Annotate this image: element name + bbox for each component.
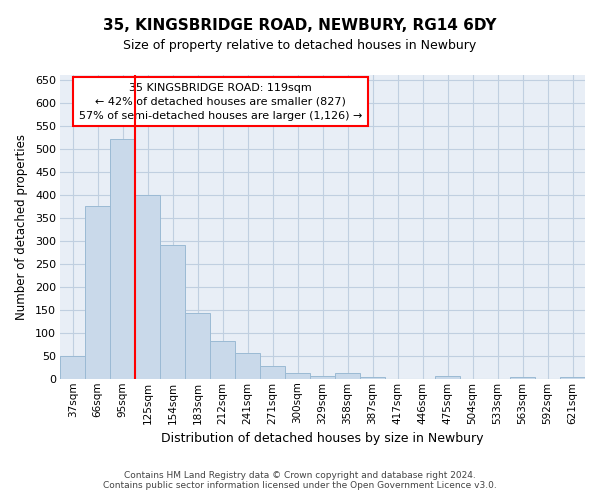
Bar [510, 377, 535, 379]
Bar [135, 194, 160, 379]
Bar [85, 206, 110, 379]
Bar [185, 313, 210, 379]
Bar [285, 373, 310, 379]
Bar [560, 378, 585, 379]
Y-axis label: Number of detached properties: Number of detached properties [15, 134, 28, 320]
Bar [435, 376, 460, 379]
X-axis label: Distribution of detached houses by size in Newbury: Distribution of detached houses by size … [161, 432, 484, 445]
Bar [235, 354, 260, 379]
Bar [210, 341, 235, 379]
Text: Size of property relative to detached houses in Newbury: Size of property relative to detached ho… [124, 39, 476, 52]
Text: 35, KINGSBRIDGE ROAD, NEWBURY, RG14 6DY: 35, KINGSBRIDGE ROAD, NEWBURY, RG14 6DY [103, 18, 497, 32]
Bar [160, 246, 185, 379]
Bar [60, 356, 85, 379]
Bar [310, 376, 335, 379]
Text: Contains HM Land Registry data © Crown copyright and database right 2024.
Contai: Contains HM Land Registry data © Crown c… [103, 470, 497, 490]
Text: 35 KINGSBRIDGE ROAD: 119sqm
← 42% of detached houses are smaller (827)
57% of se: 35 KINGSBRIDGE ROAD: 119sqm ← 42% of det… [79, 82, 362, 120]
Bar [260, 366, 285, 379]
Bar [110, 140, 135, 379]
Bar [335, 373, 360, 379]
Bar [360, 377, 385, 379]
